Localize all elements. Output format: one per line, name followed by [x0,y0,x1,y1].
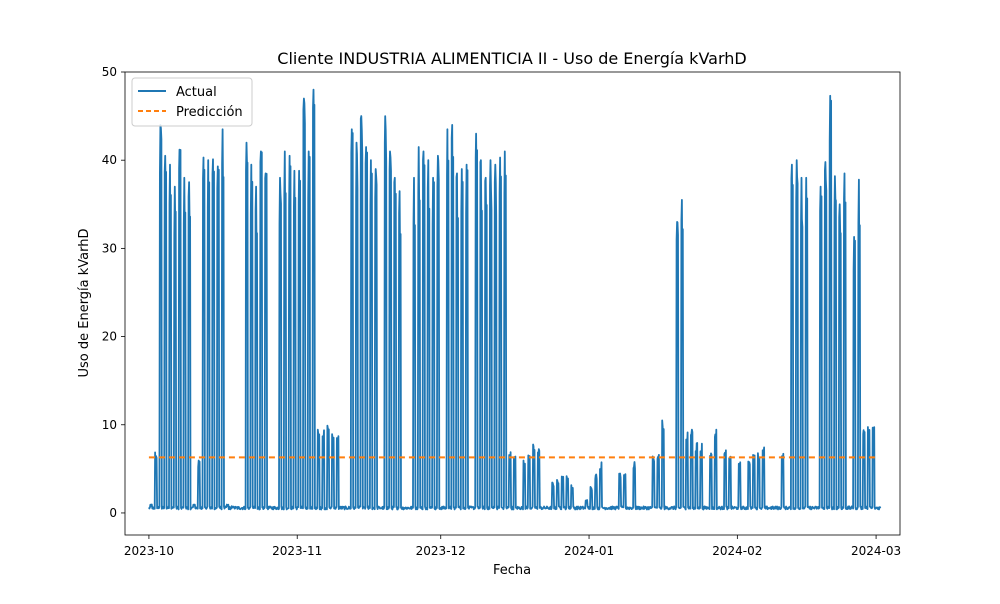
legend: Actual Predicción [131,77,253,127]
x-tick-label: 2023-11 [272,544,322,558]
x-tick-label: 2023-10 [124,544,174,558]
legend-label-actual: Actual [176,85,217,100]
y-tick-label: 20 [102,330,117,344]
x-axis-label: Fecha [493,563,531,578]
y-tick-label: 30 [102,241,117,255]
y-tick-label: 40 [102,153,117,167]
plot-frame [124,71,901,536]
y-tick-label: 0 [109,506,117,520]
y-axis-label: Uso de Energía kVarhD [77,228,92,377]
x-axis: 2023-10 2023-11 2023-12 2024-01 2024-02 2024-… [124,535,901,558]
x-tick-label: 2024-03 [851,544,901,558]
y-axis: 0 10 20 30 40 50 [102,65,125,520]
x-tick-label: 2024-01 [564,544,614,558]
x-tick-label: 2023-12 [416,544,466,558]
plot-area [148,88,882,511]
x-tick-label: 2024-02 [712,544,762,558]
legend-label-prediccion: Predicción [176,105,243,120]
y-tick-label: 50 [102,65,117,79]
chart-title: Cliente INDUSTRIA ALIMENTICIA II - Uso d… [277,49,746,68]
y-tick-label: 10 [102,418,117,432]
series-line-actual [148,88,882,511]
